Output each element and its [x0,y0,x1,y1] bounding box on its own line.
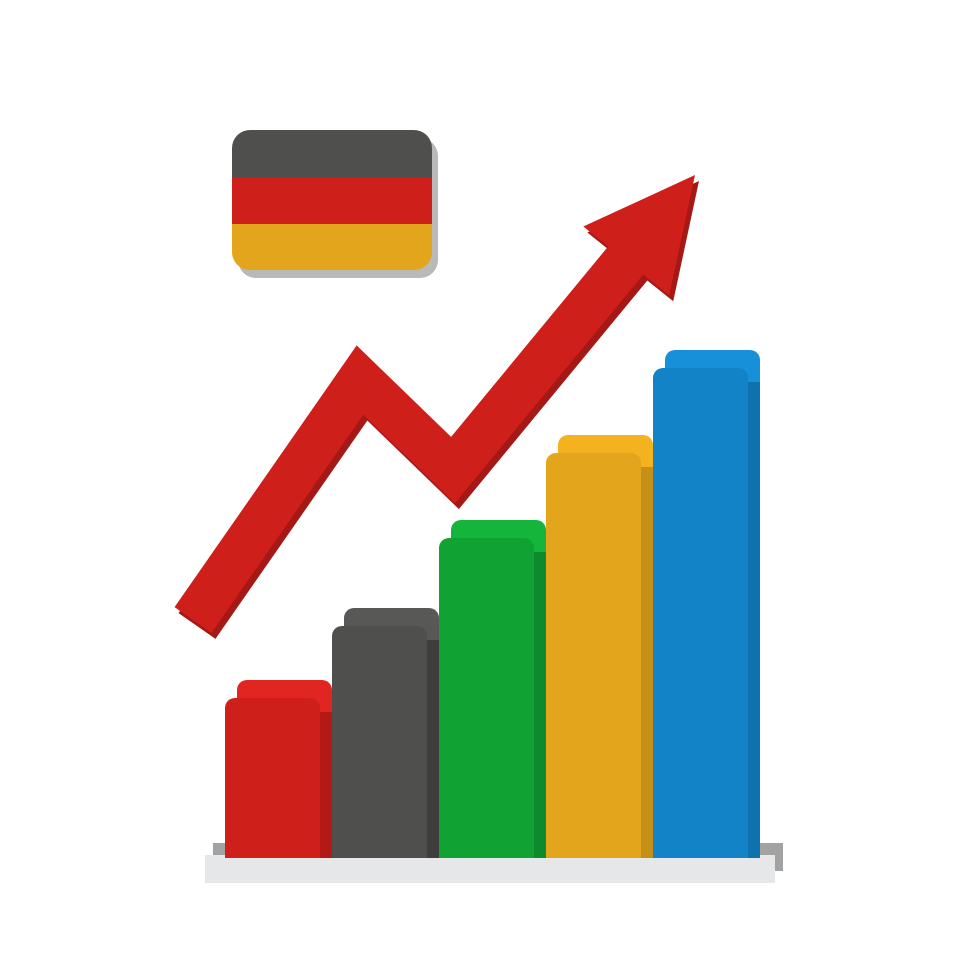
germany-flag-icon [232,130,432,270]
growth-arrow-icon [0,0,980,980]
flag-stripe-2 [232,178,432,224]
growth-infographic [0,0,980,980]
flag-stripe-3 [232,224,432,270]
flag-stripe-1 [232,130,432,178]
